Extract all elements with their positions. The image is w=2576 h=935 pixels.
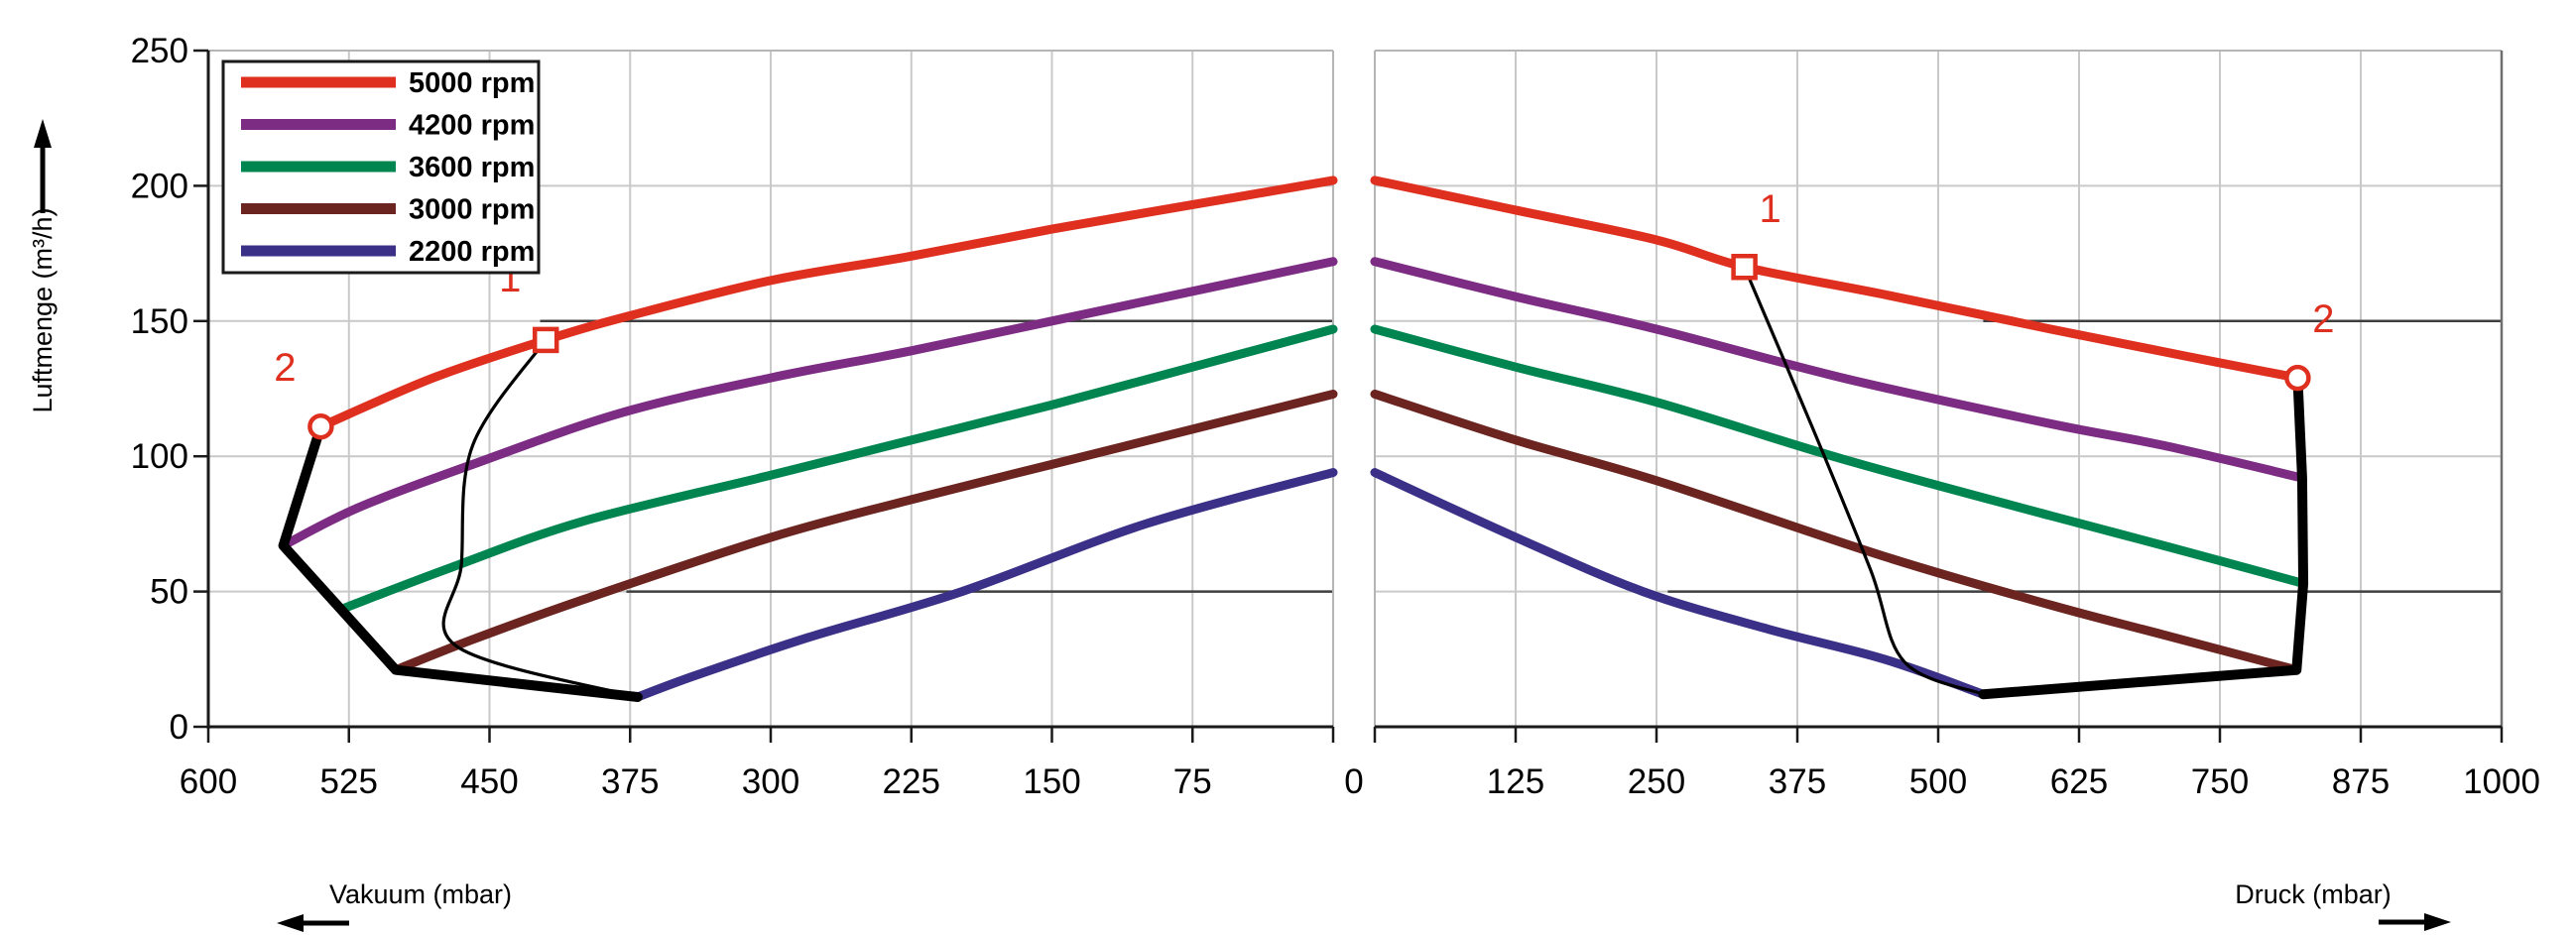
x-tick-label-zero: 0 bbox=[1344, 762, 1363, 801]
marker-square-1 bbox=[532, 326, 559, 354]
curve-right-4200rpm bbox=[1370, 257, 2307, 483]
y-axis-title: Luftmenge (m³/h) bbox=[28, 207, 58, 412]
legend-label: 5000 rpm bbox=[409, 67, 535, 99]
operating-line-left bbox=[441, 338, 640, 699]
gridlines bbox=[208, 50, 2502, 727]
marker-label-1: 1 bbox=[1759, 187, 1780, 231]
legend-label: 3000 rpm bbox=[409, 194, 535, 226]
y-tick-label: 250 bbox=[131, 32, 188, 70]
x-tick-label-right: 500 bbox=[1909, 762, 1967, 801]
x-tick-label-left: 300 bbox=[742, 762, 799, 801]
curve-right-5000rpm bbox=[1370, 175, 2302, 383]
x-tick-label-left: 150 bbox=[1023, 762, 1080, 801]
marker-circle-2 bbox=[307, 412, 334, 440]
curve-right-3000rpm bbox=[1370, 389, 2301, 675]
x-tick-label-left: 525 bbox=[320, 762, 378, 801]
y-tick-labels: 0 50 100 150 200 250 bbox=[131, 32, 188, 747]
y-tick-label: 150 bbox=[131, 302, 188, 341]
legend: 5000 rpm 4200 rpm 3600 rpm 3000 rpm 2200 rpm bbox=[221, 59, 541, 275]
x-tick-label-right: 125 bbox=[1487, 762, 1544, 801]
x-tick-label-left: 75 bbox=[1173, 762, 1212, 801]
x-tick-label-left: 450 bbox=[460, 762, 518, 801]
envelope-lines bbox=[278, 373, 2309, 702]
marker-label-2: 2 bbox=[2312, 297, 2334, 341]
curves bbox=[279, 175, 2308, 702]
y-tick-label: 0 bbox=[170, 708, 188, 747]
x-tick-label-right: 375 bbox=[1769, 762, 1826, 801]
curve-left-3600rpm bbox=[340, 324, 1338, 613]
y-tick-label: 100 bbox=[131, 437, 188, 476]
x-tick-label-right: 750 bbox=[2191, 762, 2249, 801]
operating-lines bbox=[441, 265, 1986, 699]
marker-label-2: 2 bbox=[274, 346, 296, 390]
y-axis-arrow-head bbox=[34, 119, 52, 148]
dark-rules bbox=[540, 319, 2502, 593]
legend-label: 2200 rpm bbox=[409, 236, 535, 268]
x-tick-label-left: 375 bbox=[601, 762, 659, 801]
legend-label: 4200 rpm bbox=[409, 110, 535, 142]
ticks bbox=[193, 49, 2504, 743]
envelope-right bbox=[1978, 373, 2309, 700]
axis-titles: Vakuum (mbar) Druck (mbar) Luftmenge (m³/h… bbox=[28, 207, 2392, 909]
x-tick-label-left: 225 bbox=[883, 762, 940, 801]
curve-left-3000rpm bbox=[391, 389, 1338, 675]
x-tick-label-right: 625 bbox=[2050, 762, 2108, 801]
direction-arrows bbox=[34, 119, 2451, 932]
frame bbox=[206, 50, 2504, 729]
y-tick-label: 200 bbox=[131, 167, 188, 205]
x-tick-label-left: 600 bbox=[180, 762, 237, 801]
x-tick-label-right: 1000 bbox=[2463, 762, 2540, 801]
x-axis-title-left: Vakuum (mbar) bbox=[329, 879, 512, 909]
curve-right-2200rpm bbox=[1370, 468, 1988, 699]
operating-line-right bbox=[1743, 265, 1986, 696]
vakuum-arrow-head bbox=[277, 914, 304, 932]
curve-left-2200rpm bbox=[633, 468, 1338, 702]
curve-right-3600rpm bbox=[1370, 324, 2308, 588]
x-axis-title-right: Druck (mbar) bbox=[2235, 879, 2392, 909]
marker-circle-2 bbox=[2284, 364, 2311, 392]
envelope-left bbox=[278, 421, 643, 702]
x-tick-labels: 600 525 450 375 300 225 150 75 0 125 250 375 500 625 7… bbox=[180, 762, 2540, 801]
legend-label: 3600 rpm bbox=[409, 152, 535, 183]
x-tick-label-right: 250 bbox=[1628, 762, 1685, 801]
curve-left-5000rpm bbox=[315, 175, 1338, 431]
x-tick-label-right: 875 bbox=[2332, 762, 2390, 801]
druck-arrow-head bbox=[2424, 913, 2451, 931]
curve-left-4200rpm bbox=[279, 257, 1338, 550]
y-tick-label: 50 bbox=[150, 573, 188, 612]
marker-square-1 bbox=[1731, 253, 1758, 281]
